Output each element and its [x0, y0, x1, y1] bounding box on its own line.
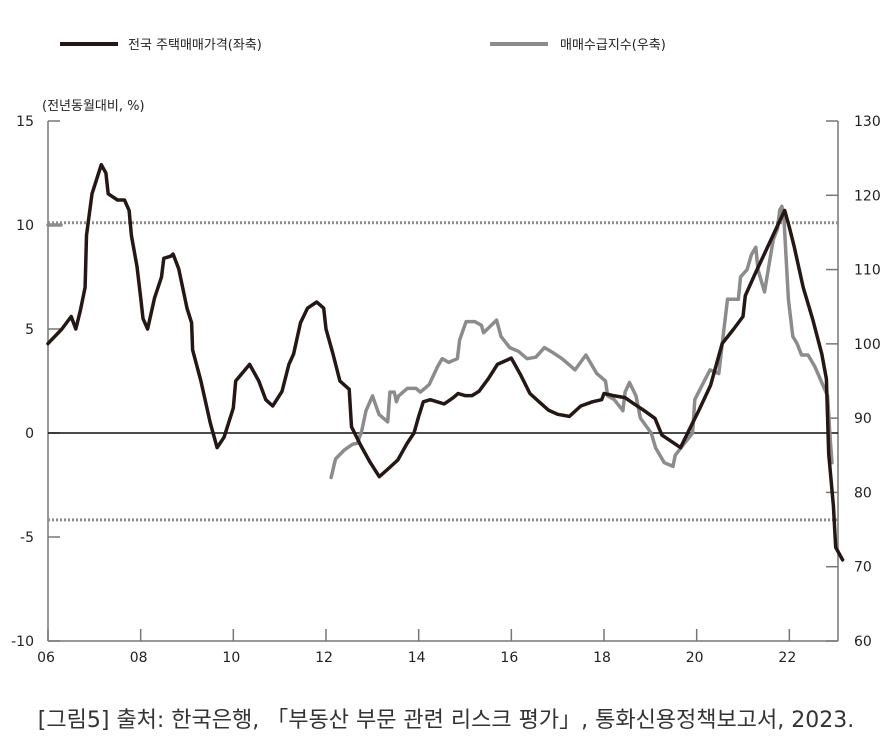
- right-tick-label: 110: [854, 263, 881, 279]
- axes: 15 10 5 0 -5 -10 130 120 110 100 90 80 70 60 06 08 10 12 1…: [11, 114, 881, 666]
- x-tick-label: 20: [686, 650, 704, 666]
- left-tick-label: 5: [25, 322, 34, 338]
- series-layer: [46, 162, 845, 562]
- legend-label-price: 전국 주택매매가격(좌축): [128, 38, 262, 53]
- right-tick-label: 120: [854, 188, 881, 204]
- chart: 전국 주택매매가격(좌축) 매매수급지수(우축) (전년동월대비, %) 151…: [11, 38, 881, 666]
- figure-caption: [그림5] 출처: 한국은행, 「부동산 부문 관련 리스크 평가」, 통화신용…: [37, 708, 855, 733]
- legend-label-supply-demand: 매매수급지수(우축): [560, 38, 666, 53]
- x-tick-label: 14: [408, 650, 426, 666]
- x-tick-label: 18: [593, 650, 611, 666]
- legend: 전국 주택매매가격(좌축) 매매수급지수(우축): [60, 38, 666, 53]
- right-tick-label: 70: [854, 560, 872, 576]
- right-tick-label: 80: [854, 485, 872, 501]
- right-tick-label: 130: [854, 114, 881, 130]
- left-tick-label: 10: [16, 218, 34, 234]
- left-tick-label: -5: [20, 530, 34, 546]
- right-tick-label: 60: [854, 634, 872, 650]
- x-tick-label: 22: [778, 650, 796, 666]
- left-tick-label: -10: [11, 634, 34, 650]
- x-tick-label: 10: [222, 650, 240, 666]
- left-tick-label: 0: [25, 426, 34, 442]
- right-tick-label: 90: [854, 411, 872, 427]
- x-tick-label: 12: [315, 650, 333, 666]
- x-tick-label: 08: [130, 650, 148, 666]
- x-tick-label: 06: [37, 650, 55, 666]
- left-axis-unit: (전년동월대비, %): [42, 99, 145, 114]
- series-line-supply-demand-segment-1: [329, 204, 834, 480]
- reference-lines: [48, 221, 838, 522]
- left-tick-label: 15: [16, 114, 34, 130]
- x-tick-label: 16: [500, 650, 518, 666]
- right-tick-label: 100: [854, 337, 881, 353]
- series-line-price: [46, 162, 845, 562]
